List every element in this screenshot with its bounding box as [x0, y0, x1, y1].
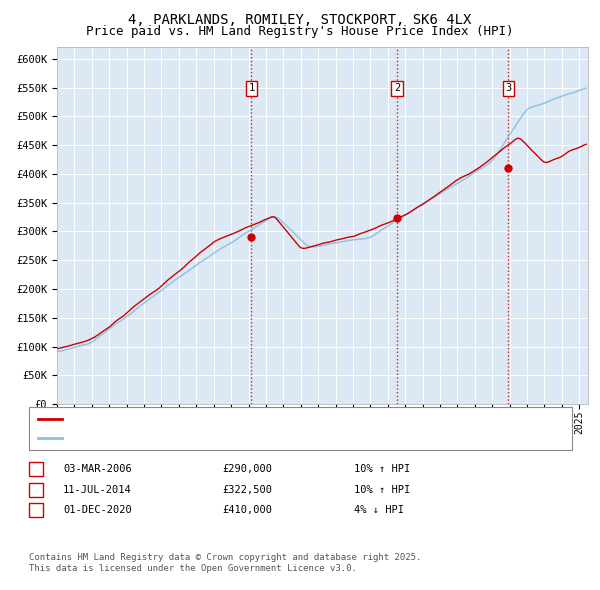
Text: 3: 3	[505, 83, 511, 93]
Text: 11-JUL-2014: 11-JUL-2014	[63, 485, 132, 494]
Text: 4, PARKLANDS, ROMILEY, STOCKPORT, SK6 4LX: 4, PARKLANDS, ROMILEY, STOCKPORT, SK6 4L…	[128, 13, 472, 27]
Text: Contains HM Land Registry data © Crown copyright and database right 2025.
This d: Contains HM Land Registry data © Crown c…	[29, 553, 421, 573]
Text: HPI: Average price, detached house, Stockport: HPI: Average price, detached house, Stoc…	[66, 432, 331, 442]
Text: £410,000: £410,000	[222, 506, 272, 515]
Text: 2: 2	[394, 83, 400, 93]
Text: 4, PARKLANDS, ROMILEY, STOCKPORT, SK6 4LX (detached house): 4, PARKLANDS, ROMILEY, STOCKPORT, SK6 4L…	[66, 414, 407, 424]
Text: 10% ↑ HPI: 10% ↑ HPI	[354, 485, 410, 494]
Text: 2: 2	[33, 485, 39, 494]
Text: £322,500: £322,500	[222, 485, 272, 494]
Text: 03-MAR-2006: 03-MAR-2006	[63, 464, 132, 474]
Text: 3: 3	[33, 506, 39, 515]
Text: £290,000: £290,000	[222, 464, 272, 474]
Text: Price paid vs. HM Land Registry's House Price Index (HPI): Price paid vs. HM Land Registry's House …	[86, 25, 514, 38]
Text: 4% ↓ HPI: 4% ↓ HPI	[354, 506, 404, 515]
Text: 01-DEC-2020: 01-DEC-2020	[63, 506, 132, 515]
Text: 10% ↑ HPI: 10% ↑ HPI	[354, 464, 410, 474]
Text: 1: 1	[248, 83, 254, 93]
Text: 1: 1	[33, 464, 39, 474]
